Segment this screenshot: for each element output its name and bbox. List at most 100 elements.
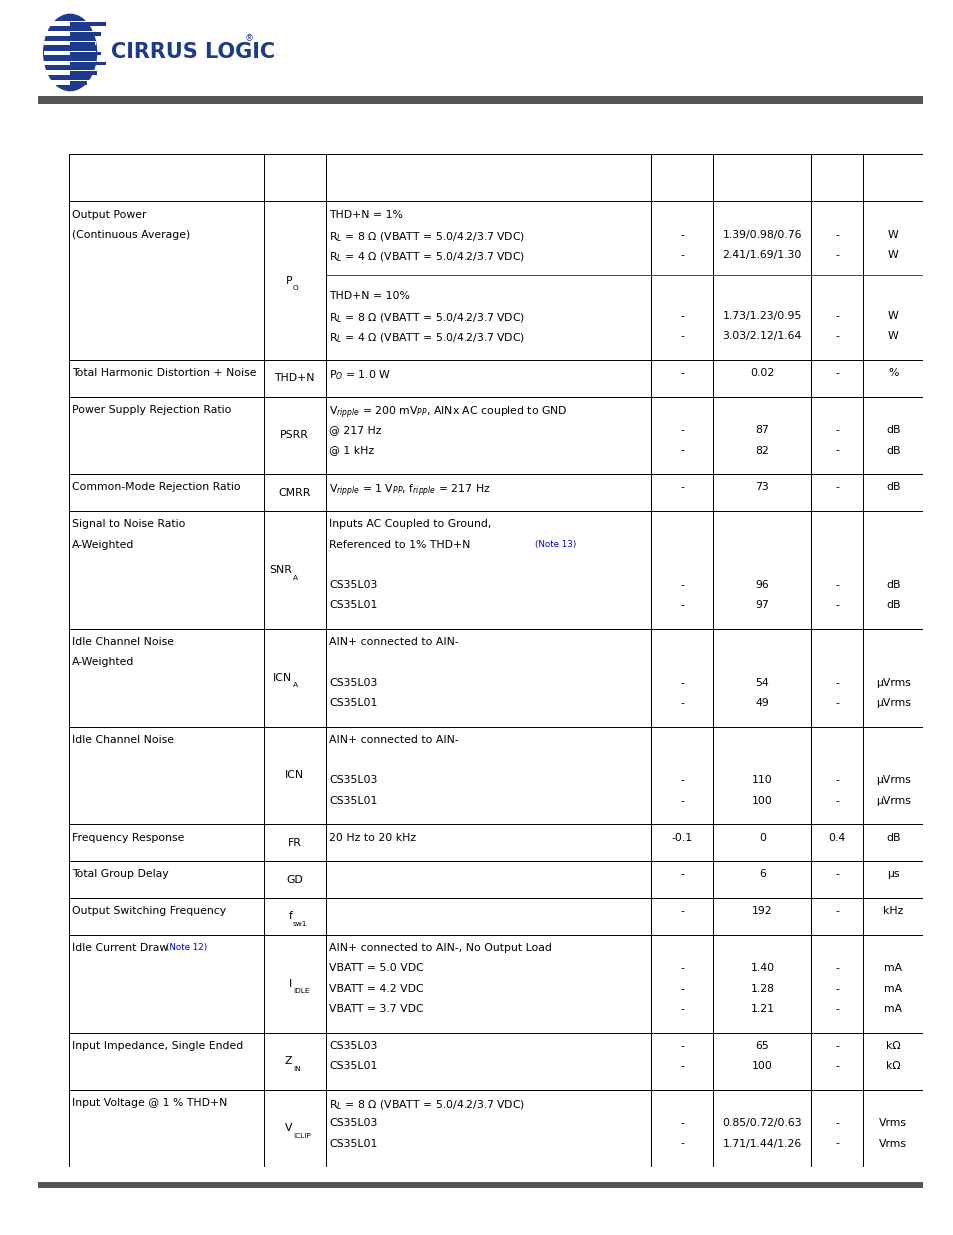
Bar (44, 51, 96, 56)
Bar (326, 629, 650, 726)
Bar (713, 474, 811, 511)
Text: -: - (834, 483, 839, 493)
Text: Input Impedance, Single Ended: Input Impedance, Single Ended (72, 1041, 243, 1051)
Bar (326, 201, 650, 359)
Text: -: - (679, 425, 683, 435)
Text: V$_{ripple}$ = 1 V$_{PP}$, f$_{ripple}$ = 217 Hz: V$_{ripple}$ = 1 V$_{PP}$, f$_{ripple}$ … (329, 483, 491, 499)
Bar (650, 474, 713, 511)
Text: CS35L01: CS35L01 (329, 698, 377, 708)
Text: -: - (834, 795, 839, 805)
Text: Inputs AC Coupled to Ground,: Inputs AC Coupled to Ground, (329, 519, 491, 530)
Bar (69, 861, 263, 898)
Text: 0.4: 0.4 (827, 832, 845, 842)
Text: CS35L01: CS35L01 (329, 1061, 377, 1071)
Text: 65: 65 (755, 1041, 768, 1051)
Text: 20 Hz to 20 kHz: 20 Hz to 20 kHz (329, 832, 416, 842)
Text: 100: 100 (751, 1061, 772, 1071)
Text: W: W (887, 331, 898, 341)
Text: dB: dB (885, 832, 900, 842)
Bar (811, 359, 862, 396)
Text: -: - (834, 311, 839, 321)
Text: Referenced to 1% THD+N: Referenced to 1% THD+N (329, 540, 470, 550)
Bar (713, 396, 811, 474)
Text: GD: GD (286, 874, 303, 884)
Bar (862, 396, 923, 474)
Text: 192: 192 (751, 906, 772, 916)
Text: 1.21: 1.21 (750, 1004, 774, 1014)
Text: Idle Channel Noise: Idle Channel Noise (72, 637, 174, 647)
Text: -: - (679, 678, 683, 688)
Bar (862, 1032, 923, 1089)
Text: CS35L01: CS35L01 (329, 1139, 377, 1149)
Bar (326, 154, 650, 201)
Bar (263, 474, 326, 511)
Bar (326, 1089, 650, 1167)
Text: 3.03/2.12/1.64: 3.03/2.12/1.64 (722, 331, 801, 341)
Bar (326, 898, 650, 935)
Text: -: - (679, 906, 683, 916)
Text: Input Voltage @ 1 % THD+N: Input Voltage @ 1 % THD+N (72, 1098, 227, 1108)
Bar (263, 511, 326, 629)
Text: -: - (679, 776, 683, 785)
Text: -: - (834, 251, 839, 261)
Bar (326, 396, 650, 474)
Text: A: A (293, 683, 297, 688)
Bar (811, 935, 862, 1032)
Bar (263, 935, 326, 1032)
Text: CS35L03: CS35L03 (329, 1118, 377, 1129)
Bar (263, 154, 326, 201)
Text: CS35L01: CS35L01 (329, 795, 377, 805)
Text: I: I (289, 978, 292, 989)
Text: -: - (679, 483, 683, 493)
Text: -: - (834, 425, 839, 435)
Text: mA: mA (883, 963, 902, 973)
Bar (44, 80, 96, 85)
Text: -: - (834, 368, 839, 378)
Bar (69, 201, 263, 359)
Text: 54: 54 (755, 678, 768, 688)
Text: P$_O$ = 1.0 W: P$_O$ = 1.0 W (329, 368, 391, 382)
Text: CS35L03: CS35L03 (329, 580, 377, 590)
Bar (811, 898, 862, 935)
Bar (811, 861, 862, 898)
Text: -: - (679, 600, 683, 610)
Bar (69, 824, 263, 861)
Text: Idle Current Draw: Idle Current Draw (72, 944, 168, 953)
Text: Idle Channel Noise: Idle Channel Noise (72, 735, 174, 745)
Text: -: - (679, 331, 683, 341)
Bar (326, 861, 650, 898)
Bar (713, 1089, 811, 1167)
Text: VBATT = 4.2 VDC: VBATT = 4.2 VDC (329, 984, 423, 994)
Text: -: - (679, 1139, 683, 1149)
Bar (811, 396, 862, 474)
Bar (862, 726, 923, 824)
Bar (713, 629, 811, 726)
Bar (811, 1089, 862, 1167)
Bar (263, 726, 326, 824)
Bar (862, 629, 923, 726)
Bar (713, 201, 811, 359)
Bar (713, 359, 811, 396)
Bar (862, 1089, 923, 1167)
Bar (69, 154, 263, 201)
Text: 97: 97 (755, 600, 768, 610)
Bar (862, 359, 923, 396)
Text: (Continuous Average): (Continuous Average) (72, 230, 191, 240)
Text: 6: 6 (759, 869, 765, 879)
Text: CS35L03: CS35L03 (329, 678, 377, 688)
Text: -: - (679, 984, 683, 994)
Text: CS35L03: CS35L03 (329, 776, 377, 785)
Text: THD+N = 10%: THD+N = 10% (329, 290, 410, 301)
Bar (263, 824, 326, 861)
Bar (326, 1032, 650, 1089)
Text: -: - (679, 251, 683, 261)
Text: THD+N: THD+N (274, 373, 314, 383)
Bar (650, 861, 713, 898)
Text: (Note 13): (Note 13) (534, 540, 576, 548)
Text: Output Power: Output Power (72, 210, 147, 220)
Bar (44, 70, 96, 74)
Bar (326, 511, 650, 629)
Text: (Note 12): (Note 12) (166, 944, 207, 952)
Text: μVrms: μVrms (875, 678, 909, 688)
Text: A-Weighted: A-Weighted (72, 657, 134, 667)
